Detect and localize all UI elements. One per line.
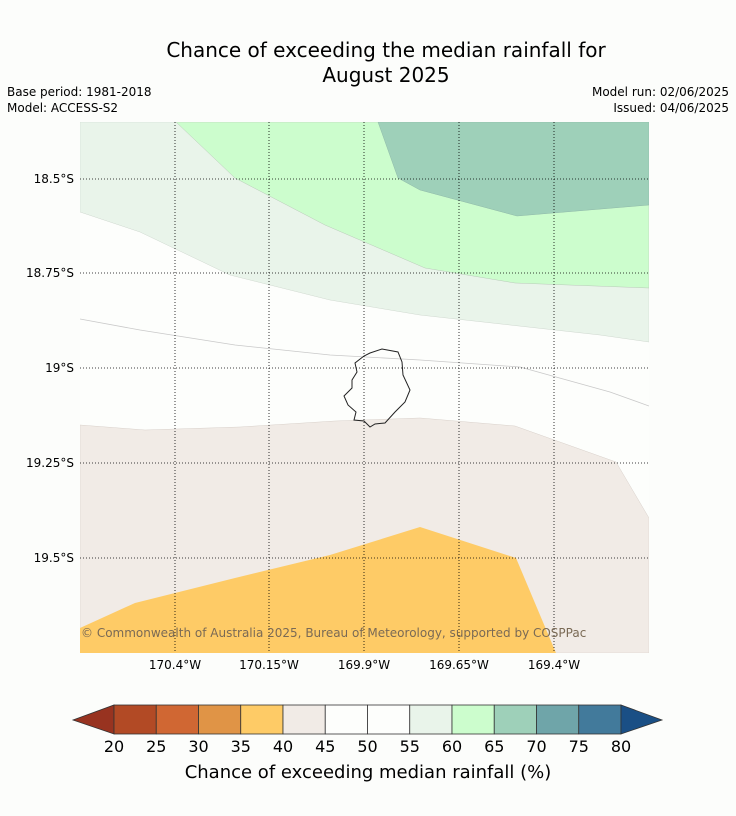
colorbar-tick-30: 30 — [188, 737, 209, 756]
base-period: Base period: 1981-2018 — [7, 85, 152, 99]
colorbar-tick-70: 70 — [526, 737, 547, 756]
colorbar-tick-35: 35 — [230, 737, 251, 756]
colorbar-tick-50: 50 — [357, 737, 378, 756]
contour-line-50 — [80, 318, 649, 407]
model-name: Model: ACCESS-S2 — [7, 101, 119, 115]
colorbar-tick-20: 20 — [103, 737, 125, 756]
meta-left: Base period: 1981-2018 Model: ACCESS-S2 — [7, 84, 152, 116]
colorbar — [71, 704, 664, 735]
lat-label-5: 19.5°S — [33, 551, 74, 565]
colorbar-tick-80: 80 — [610, 737, 632, 756]
map-title-line1: Chance of exceeding the median rainfall … — [166, 38, 606, 62]
lat-label-3: 19°S — [45, 361, 74, 375]
copyright-notice: © Commonwealth of Australia 2025, Bureau… — [81, 626, 587, 640]
colorbar-cell-20-25 — [113, 704, 157, 735]
colorbar-cell-25-30 — [155, 704, 199, 735]
map-title: Chance of exceeding the median rainfall … — [0, 38, 736, 88]
band-65-70 — [377, 122, 649, 217]
colorbar-under-arrow — [71, 704, 115, 735]
lat-label-1: 18.5°S — [33, 172, 74, 186]
map-area — [80, 122, 649, 653]
colorbar-title: Chance of exceeding median rainfall (%) — [184, 762, 552, 783]
colorbar-cell-60-65 — [451, 704, 495, 735]
colorbar-cell-65-70 — [493, 704, 537, 735]
island-outline — [343, 348, 411, 428]
lon-label-3: 169.9°W — [337, 658, 391, 672]
colorbar-cell-50-55 — [367, 704, 411, 735]
colorbar-tick-55: 55 — [399, 737, 420, 756]
colorbar-cells — [113, 704, 622, 735]
lon-label-5: 169.4°W — [527, 658, 581, 672]
colorbar-cell-70-75 — [536, 704, 580, 735]
colorbar-cell-40-45 — [282, 704, 326, 735]
lon-label-2: 170.15°W — [239, 658, 299, 672]
colorbar-cell-75-80 — [578, 704, 622, 735]
model-run: Model run: 02/06/2025 — [591, 85, 729, 99]
lon-label-1: 170.4°W — [148, 658, 202, 672]
colorbar-tick-65: 65 — [484, 737, 505, 756]
lon-label-4: 169.65°W — [429, 658, 489, 672]
colorbar-tick-25: 25 — [146, 737, 167, 756]
colorbar-cell-30-35 — [198, 704, 242, 735]
colorbar-cell-55-60 — [409, 704, 453, 735]
graticule — [80, 122, 649, 653]
colorbar-cell-35-40 — [240, 704, 284, 735]
colorbar-over-arrow — [620, 704, 664, 735]
lat-label-2: 18.75°S — [26, 266, 74, 280]
meta-right: Model run: 02/06/2025 Issued: 04/06/2025 — [592, 84, 729, 116]
colorbar-tick-45: 45 — [315, 737, 336, 756]
lat-label-4: 19.25°S — [26, 456, 74, 470]
issued-date: Issued: 04/06/2025 — [613, 101, 729, 115]
colorbar-tick-40: 40 — [272, 737, 294, 756]
colorbar-tick-60: 60 — [441, 737, 463, 756]
map[interactable] — [0, 0, 736, 700]
colorbar-cell-45-50 — [324, 704, 368, 735]
map-title-line2: August 2025 — [322, 63, 450, 87]
band-35-40 — [80, 527, 556, 653]
colorbar-tick-75: 75 — [568, 737, 589, 756]
